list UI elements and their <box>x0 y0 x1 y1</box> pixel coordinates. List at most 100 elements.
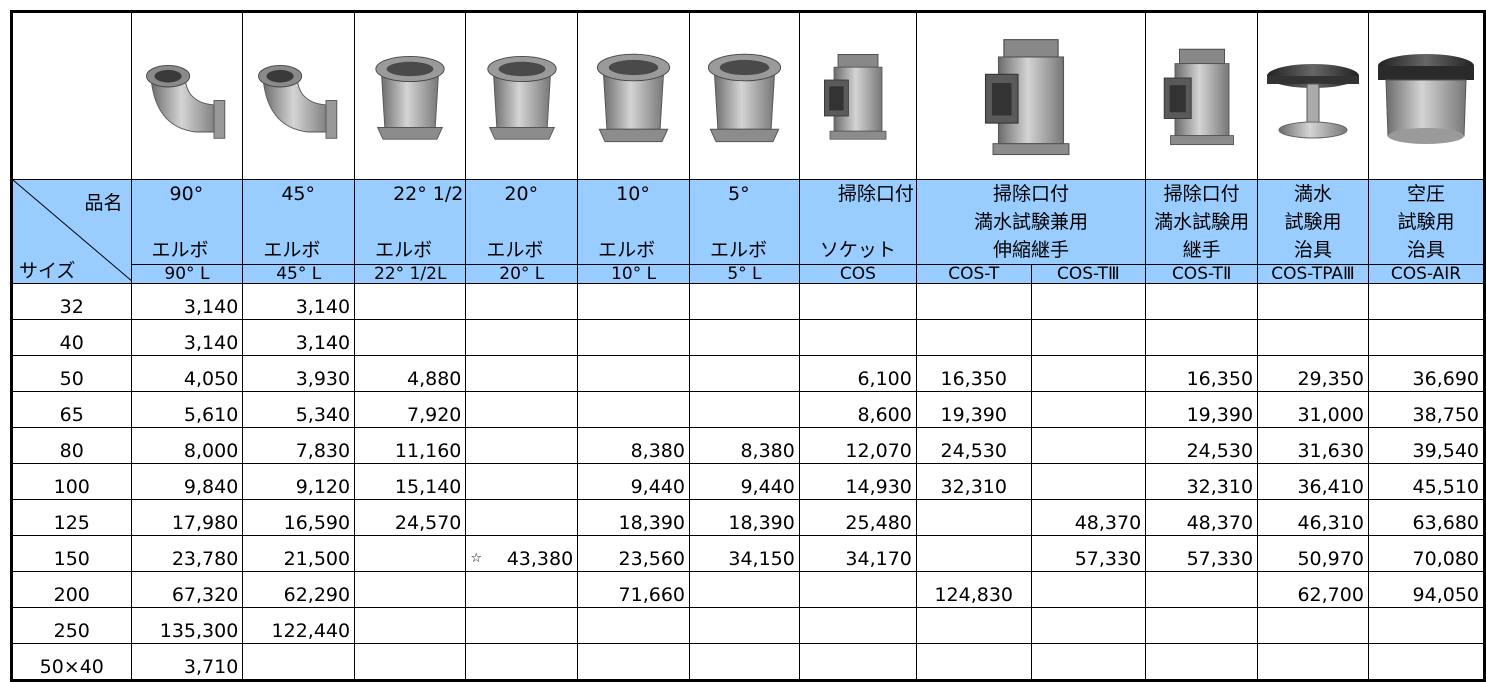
product-name: 45° エルボ <box>245 184 352 260</box>
price-cell: 9,440 <box>577 463 690 500</box>
price-cell <box>1145 571 1259 608</box>
price-cell <box>915 535 1032 572</box>
price: 57,330 <box>1074 548 1142 570</box>
name-line: 22° 1/2 <box>393 183 464 205</box>
price-cell <box>1257 643 1369 681</box>
diagonal <box>13 180 131 281</box>
price-cell: 57,330 <box>1145 535 1259 572</box>
product-code: 22° 1/2L <box>354 264 467 284</box>
product-code: COS-TⅡ <box>1145 264 1259 284</box>
price-cell: 4,880 <box>354 355 467 392</box>
product-code: 5° L <box>689 264 800 284</box>
price: 16,350 <box>1186 368 1254 390</box>
data-row: 65 5,610 5,340 7,920 8,600 19,390 19,390 31,000… <box>11 391 1486 428</box>
image-cell <box>577 11 690 180</box>
price: 8,380 <box>630 440 685 462</box>
product-name: 掃除口付 満水試験用 継手 <box>1148 184 1255 260</box>
name-line: エルボ <box>263 239 321 261</box>
price-cell: 9,840 <box>130 463 244 500</box>
price-cell <box>915 499 1032 536</box>
price: 19,390 <box>940 404 1007 426</box>
price: 6,100 <box>857 368 912 390</box>
size-cell: 40 <box>11 319 132 356</box>
price-cell: 15,140 <box>354 463 467 500</box>
price-cell <box>465 355 579 392</box>
price-cell: 9,440 <box>689 463 800 500</box>
image-cell <box>798 11 917 180</box>
product-name-cell: 22° 1/2 エルボ <box>354 179 467 265</box>
name-line: 試験用 <box>1397 211 1455 233</box>
price: 3,930 <box>295 368 351 390</box>
price-cell: 62,700 <box>1257 571 1369 608</box>
price-cell: 24,530 <box>1145 427 1259 464</box>
product-image <box>1263 36 1363 156</box>
product-name-cell: 90° エルボ <box>130 179 244 265</box>
product-name-cell: 45° エルボ <box>242 179 356 265</box>
price-cell: 17,980 <box>130 499 244 536</box>
price: 29,350 <box>1297 368 1364 390</box>
price: 15,140 <box>394 476 462 498</box>
price-cell <box>1030 571 1147 608</box>
name-line: 20° <box>504 183 539 205</box>
name-line: 継手 <box>1182 239 1221 261</box>
price-cell <box>798 283 917 320</box>
price: 5,340 <box>295 404 351 426</box>
price-cell: 46,310 <box>1257 499 1369 536</box>
price: 3,140 <box>183 332 239 354</box>
price: 31,630 <box>1297 440 1364 462</box>
image-cell <box>130 11 244 180</box>
price: 3,140 <box>295 332 351 354</box>
name-line: 掃除口付 <box>837 183 914 205</box>
price: 9,120 <box>295 476 351 498</box>
price-cell <box>1145 607 1259 644</box>
name-line: 満水 <box>1294 183 1333 205</box>
price-cell <box>577 319 690 356</box>
price-cell: 39,540 <box>1367 427 1486 464</box>
price-cell: 94,050 <box>1367 571 1486 608</box>
price-cell <box>798 607 917 644</box>
price-cell: 48,370 <box>1145 499 1259 536</box>
size-cell: 50×40 <box>11 643 132 681</box>
price-cell: 135,300 <box>130 607 244 644</box>
price-cell: 19,390 <box>915 391 1032 428</box>
product-image <box>142 36 232 156</box>
price-cell: 122,440 <box>242 607 356 644</box>
price: 11,160 <box>394 440 462 462</box>
price: 24,530 <box>940 440 1007 462</box>
name-line: 治具 <box>1406 239 1445 261</box>
price: 16,590 <box>283 512 351 534</box>
price: 62,700 <box>1297 584 1364 606</box>
name-line: エルボ <box>151 239 209 261</box>
price-cell <box>465 571 579 608</box>
price-cell <box>1030 427 1147 464</box>
name-line: 45° <box>281 183 315 205</box>
price-cell: 18,390 <box>577 499 690 536</box>
price: 14,930 <box>845 476 912 498</box>
price-cell: 23,780 <box>130 535 244 572</box>
price-cell <box>1367 607 1486 644</box>
product-code: 45° L <box>242 264 356 284</box>
price-cell <box>915 607 1032 644</box>
price-cell <box>354 283 467 320</box>
price: 31,000 <box>1297 404 1364 426</box>
price: 18,390 <box>618 512 685 534</box>
price-cell <box>689 319 800 356</box>
price: 17,980 <box>171 512 239 534</box>
product-name-cell: 5° エルボ <box>689 179 800 265</box>
image-cell <box>1257 11 1369 180</box>
price-cell: 36,410 <box>1257 463 1369 500</box>
price: 23,560 <box>618 548 685 570</box>
price-cell <box>465 427 579 464</box>
price-cell <box>465 499 579 536</box>
price-cell: 32,310 <box>915 463 1032 500</box>
product-code: COS-AIR <box>1367 264 1486 284</box>
data-row: 32 3,140 3,140 <box>11 283 1486 320</box>
price: 8,380 <box>740 440 795 462</box>
product-name-cell: 空圧 試験用 治具 <box>1367 179 1486 265</box>
price: 135,300 <box>159 620 239 642</box>
price: 19,390 <box>1186 404 1254 426</box>
price-cell <box>1367 643 1486 681</box>
price: 32,310 <box>1186 476 1254 498</box>
price-cell <box>354 535 467 572</box>
price: 5,610 <box>183 404 239 426</box>
